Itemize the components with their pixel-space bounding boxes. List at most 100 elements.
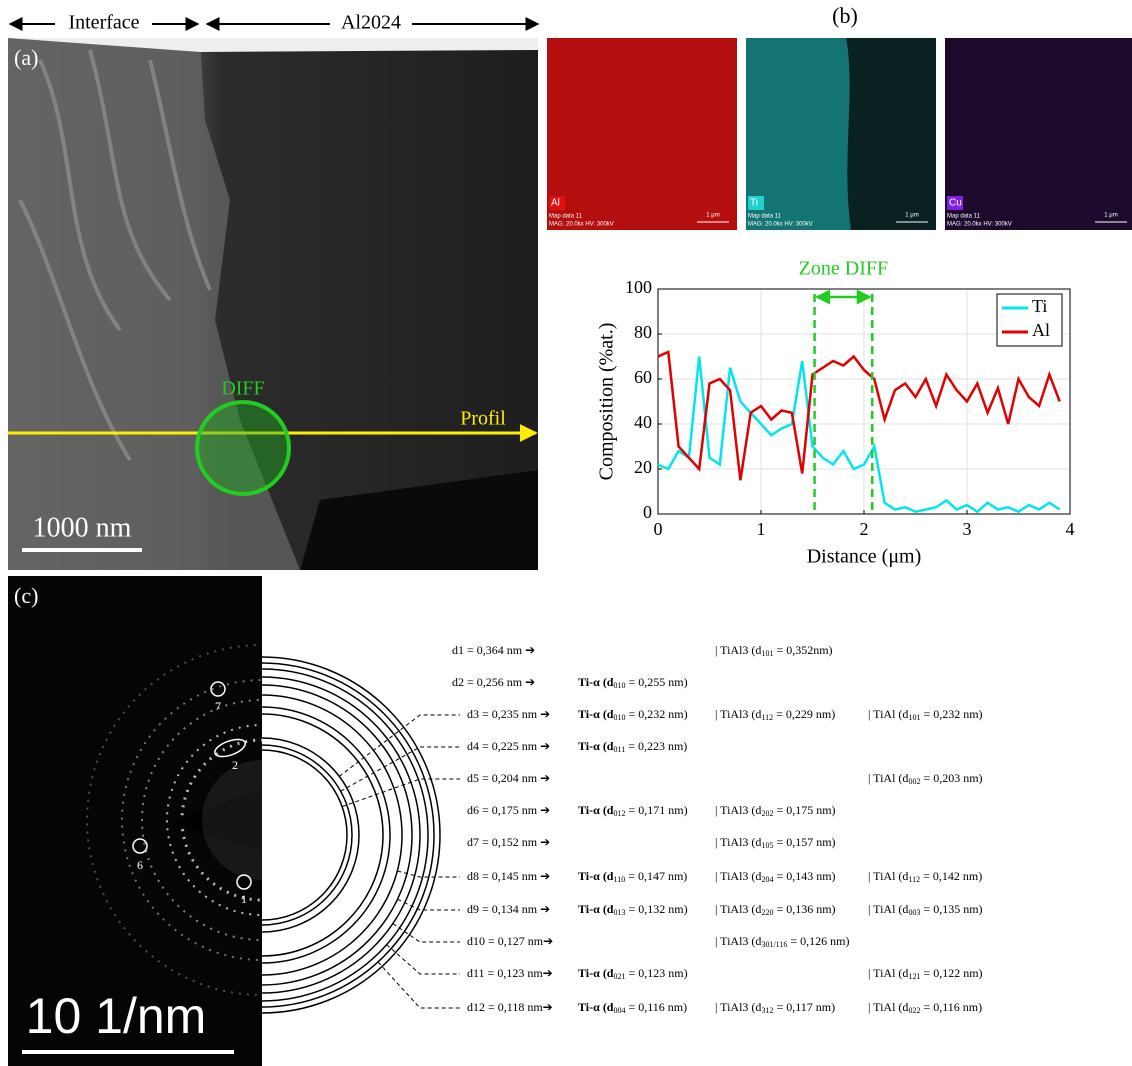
plot-frame — [657, 288, 1071, 515]
ring — [262, 713, 384, 957]
phase-text: = 0,136 nm) — [773, 902, 835, 916]
diff-label: DIFF — [221, 378, 264, 400]
phase-match: | TiAl (d022 = 0,116 nm) — [868, 1000, 982, 1015]
d-spacing: d9 = 0,134 nm ➔ — [467, 902, 550, 916]
phase-text: 301/116 — [761, 940, 787, 949]
d-spacing: d5 = 0,204 nm ➔ — [467, 771, 550, 785]
phase-text: | TiAl3 (d — [715, 835, 761, 849]
phase-match: | TiAl (d003 = 0,135 nm) — [868, 902, 983, 917]
map-scale: 1 μm — [1104, 213, 1117, 219]
phase-text: 204 — [761, 875, 773, 884]
phase-match: | TiAl3 (d312 = 0,117 nm) — [715, 1000, 835, 1015]
panel-label: (c) — [14, 583, 38, 608]
map-settings: MAG: 20.0kx HV: 300kV — [549, 222, 614, 228]
phase-text: = 0,122 nm) — [920, 966, 982, 980]
phase-match: | TiAl3 (d220 = 0,136 nm) — [715, 902, 836, 917]
d-spacing: d3 = 0,235 nm ➔ — [467, 707, 550, 721]
d-spacing: d12 = 0,118 nm➔ — [467, 1000, 553, 1014]
phase-text: 004 — [613, 1006, 625, 1015]
phase-match: | TiAl (d002 = 0,203 nm) — [868, 771, 983, 786]
diffraction-image — [8, 576, 262, 1066]
map-caption: Map data 11 — [947, 214, 981, 220]
x-tick-label: 2 — [860, 519, 869, 539]
phase-text: 220 — [761, 908, 773, 917]
phase-text: 012 — [613, 809, 625, 818]
ring — [262, 684, 413, 986]
phase-text: 112 — [761, 713, 773, 722]
phase-text: Ti-α (d — [578, 869, 614, 883]
phase-match: Ti-α (d013 = 0,132 nm) — [578, 902, 688, 917]
phase-text: 010 — [613, 713, 625, 722]
phase-text: Ti-α (d — [578, 707, 614, 721]
phase-match: Ti-α (d010 = 0,232 nm) — [578, 707, 688, 722]
phase-text: = 0,132 nm) — [625, 902, 687, 916]
phase-match: | TiAl (d121 = 0,122 nm) — [868, 966, 983, 981]
leader-line — [338, 714, 460, 777]
map-caption: Map data 11 — [549, 214, 583, 220]
y-tick-label: 100 — [625, 277, 652, 297]
spot-label: 1 — [241, 892, 247, 906]
phase-text: | TiAl3 (d — [715, 902, 761, 916]
phase-text: 003 — [908, 908, 920, 917]
phase-match: | TiAl (d112 = 0,142 nm) — [868, 869, 982, 884]
ring — [262, 744, 353, 926]
ring — [262, 706, 391, 964]
d-spacing: d7 = 0,152 nm ➔ — [467, 835, 550, 849]
y-tick-label: 0 — [643, 502, 652, 522]
d-spacing: d10 = 0,127 nm➔ — [467, 934, 553, 948]
y-axis-label: Composition (%at.) — [596, 323, 618, 481]
leader-line — [392, 923, 460, 943]
phase-match: Ti-α (d012 = 0,171 nm) — [578, 803, 688, 818]
phase-text: | TiAl3 (d — [715, 707, 761, 721]
ring-diagram — [262, 656, 441, 1014]
x-tick-label: 3 — [963, 519, 972, 539]
ring — [262, 737, 360, 933]
y-tick-label: 80 — [634, 322, 652, 342]
phase-match: Ti-α (d011 = 0,223 nm) — [578, 739, 687, 754]
ring — [262, 676, 421, 994]
phase-text: | TiAl (d — [868, 902, 908, 916]
phase-text: = 0,223 nm) — [625, 739, 687, 753]
y-tick-label: 60 — [634, 367, 652, 387]
phase-text: | TiAl3 (d — [715, 803, 761, 817]
x-tick-label: 1 — [757, 519, 766, 539]
phase-text: = 0,117 nm) — [773, 1000, 835, 1014]
map-scale: 1 μm — [905, 213, 918, 219]
leader-line — [397, 870, 460, 878]
phase-text: | TiAl3 (d — [715, 1000, 761, 1014]
phase-text: | TiAl3 (d — [715, 869, 761, 883]
element-label: Ti — [750, 198, 758, 209]
phase-text: Ti-α (d — [578, 1000, 614, 1014]
phase-text: 022 — [908, 1006, 920, 1015]
legend-label: Ti — [1032, 296, 1047, 316]
header-text: Al2024 — [341, 12, 401, 34]
d-spacing: d6 = 0,175 nm ➔ — [467, 803, 550, 817]
d-spacing: d8 = 0,145 nm ➔ — [467, 869, 550, 883]
d-spacing: d4 = 0,225 nm ➔ — [467, 739, 550, 753]
phase-text: Ti-α (d — [578, 902, 614, 916]
panel-label: (b) — [832, 3, 858, 28]
phase-match: | TiAl3 (d301/116 = 0,126 nm) — [715, 934, 849, 949]
data-line — [657, 356, 1061, 514]
phase-text: = 0,232 nm) — [625, 707, 687, 721]
ring — [262, 656, 441, 1014]
phase-text: = 0,203 nm) — [920, 771, 982, 785]
x-tick-label: 0 — [654, 519, 663, 539]
d-spacing: d2 = 0,256 nm ➔ — [452, 675, 535, 689]
map-scale: 1 μm — [706, 213, 719, 219]
element-tag — [947, 196, 963, 210]
phase-text: 010 — [613, 681, 625, 690]
phase-match: Ti-α (d004 = 0,116 nm) — [578, 1000, 687, 1015]
ring — [262, 668, 429, 1002]
element-tag — [748, 196, 764, 210]
scale-label: 10 1/nm — [26, 988, 207, 1044]
d-spacing: d11 = 0,123 nm➔ — [467, 966, 553, 980]
legend-label: Al — [1032, 320, 1050, 340]
phase-text: Ti-α (d — [578, 739, 614, 753]
phase-text: | TiAl (d — [868, 966, 908, 980]
phase-match: | TiAl3 (d105 = 0,157 nm) — [715, 835, 836, 850]
phase-match: | TiAl3 (d101 = 0,352nm) — [715, 643, 833, 658]
phase-text: = 0,126 nm) — [787, 934, 849, 948]
phase-text: 110 — [613, 875, 625, 884]
